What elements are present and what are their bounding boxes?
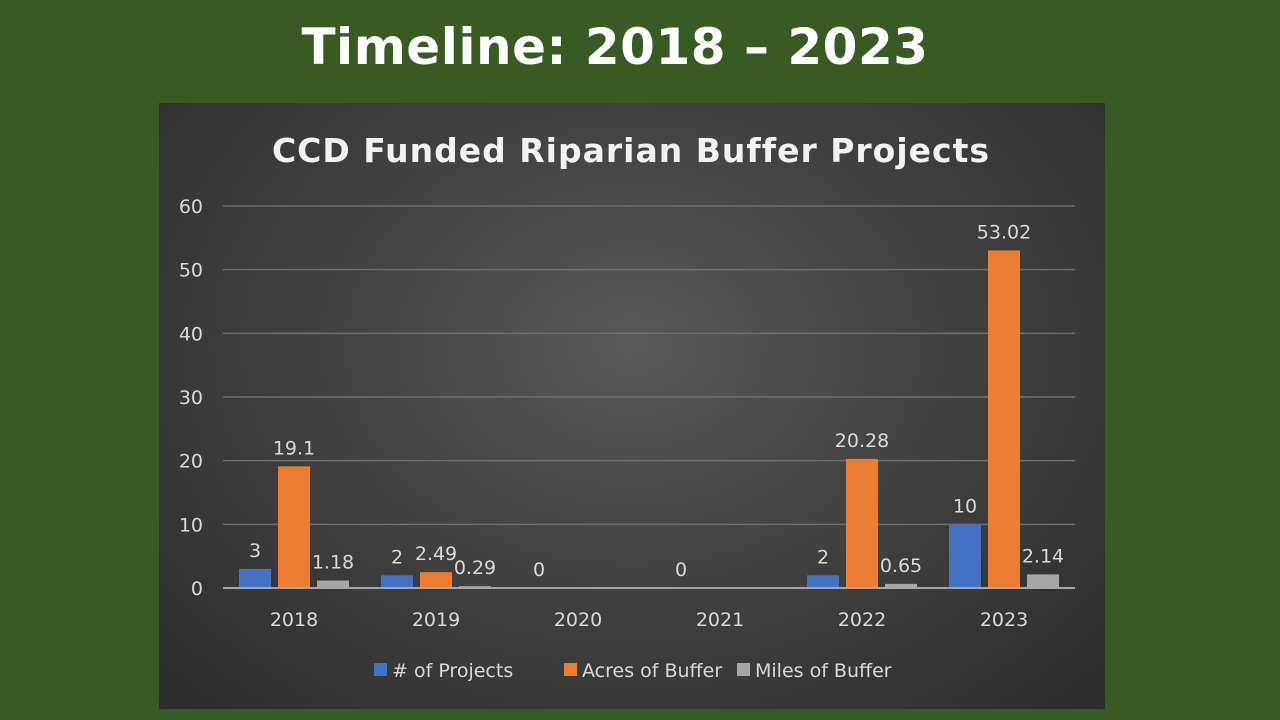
- bar-2018-1: [278, 466, 310, 588]
- y-tick-label: 0: [191, 578, 203, 600]
- bar-2022-0: [807, 575, 839, 588]
- gridlines: [223, 205, 1075, 526]
- data-label: 1.18: [312, 551, 354, 573]
- bars: [239, 250, 1059, 588]
- data-labels: 3 19.1 1.18 2 2.490.29 0 0 2 20.28 0.65 10 53.02 2.1…: [249, 221, 1064, 581]
- data-label: 53.02: [977, 221, 1031, 243]
- data-label: 2: [391, 546, 403, 568]
- data-label: 2: [817, 546, 829, 568]
- legend-swatch: [374, 663, 387, 676]
- bar-2018-0: [239, 568, 271, 588]
- data-label: 0: [533, 559, 545, 581]
- legend-label: Miles of Buffer: [755, 660, 892, 682]
- x-tick-label: 2019: [412, 609, 460, 631]
- x-tick-label: 2018: [270, 609, 318, 631]
- data-label: 20.28: [835, 430, 889, 452]
- y-tick-label: 20: [179, 451, 203, 473]
- y-tick-label: 50: [179, 260, 203, 282]
- y-tick-label: 40: [179, 323, 203, 345]
- legend-swatch: [564, 663, 577, 676]
- data-label: 0.65: [880, 555, 922, 577]
- data-label: 0: [675, 559, 687, 581]
- slide-title: Timeline: 2018 – 2023: [301, 18, 929, 76]
- legend-label: # of Projects: [392, 660, 513, 682]
- bar-2018-2: [317, 580, 349, 588]
- bar-2023-0: [949, 524, 981, 588]
- x-tick-label: 2021: [696, 609, 744, 631]
- chart-panel: CCD Funded Riparian Buffer Projects 0 10 2…: [159, 103, 1105, 709]
- bar-2019-1: [420, 572, 452, 588]
- y-axis: 0 10 20 30 40 50 60: [179, 196, 203, 600]
- chart-title: CCD Funded Riparian Buffer Projects: [272, 131, 990, 170]
- data-label: 2.14: [1022, 545, 1064, 567]
- legend: # of Projects Acres of Buffer Miles of Buf…: [374, 660, 892, 682]
- bar-2022-2: [885, 583, 917, 588]
- bar-chart: CCD Funded Riparian Buffer Projects 0 10 2…: [179, 131, 1075, 682]
- y-tick-label: 60: [179, 196, 203, 218]
- data-label: 0.29: [454, 557, 496, 579]
- bar-2023-1: [988, 250, 1020, 588]
- x-axis: 2018 2019 2020 2021 2022 2023: [223, 587, 1075, 631]
- y-tick-label: 10: [179, 514, 203, 536]
- x-tick-label: 2022: [838, 609, 886, 631]
- data-label: 10: [953, 495, 977, 517]
- bar-2022-1: [846, 458, 878, 588]
- x-tick-label: 2020: [554, 609, 602, 631]
- bar-2019-0: [381, 575, 413, 588]
- bar-2023-2: [1027, 574, 1059, 588]
- data-label: 2.49: [415, 543, 457, 565]
- y-tick-label: 30: [179, 387, 203, 409]
- x-tick-label: 2023: [980, 609, 1028, 631]
- legend-label: Acres of Buffer: [582, 660, 722, 682]
- data-label: 3: [249, 540, 261, 562]
- legend-swatch: [737, 663, 750, 676]
- data-label: 19.1: [273, 437, 315, 459]
